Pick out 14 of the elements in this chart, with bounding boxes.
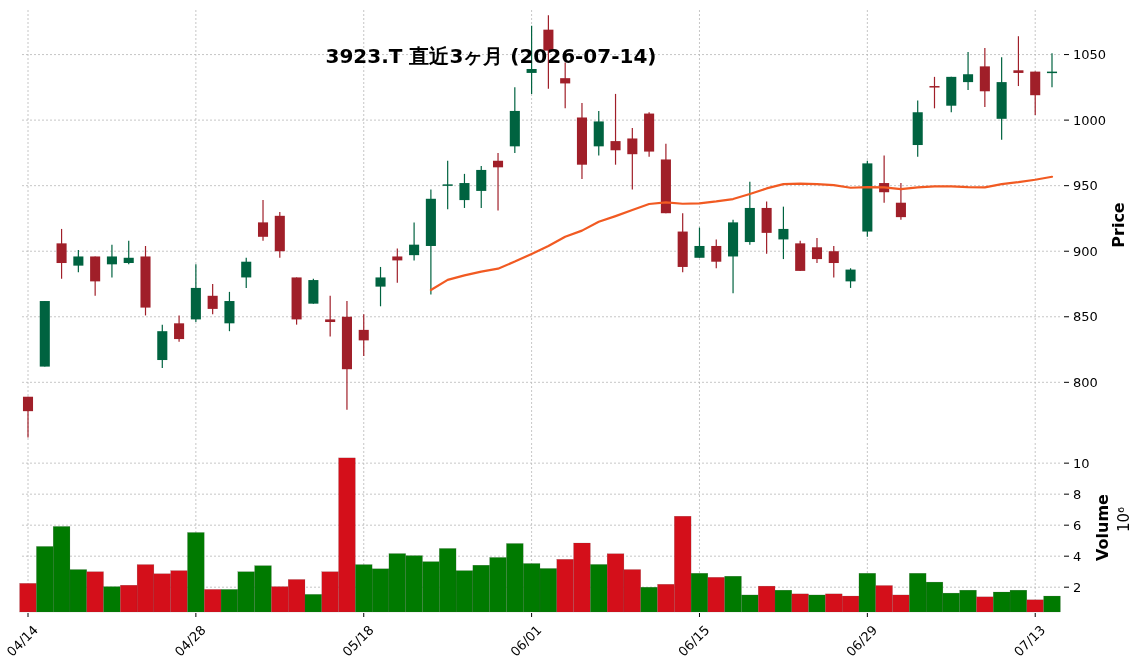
ylabel: Price bbox=[1108, 202, 1128, 248]
ytick: 1000 bbox=[1073, 112, 1107, 128]
ytick: 6 bbox=[1073, 517, 1082, 533]
ytick: 4 bbox=[1073, 548, 1082, 564]
ytick: 10 bbox=[1073, 455, 1090, 471]
ytick: 2 bbox=[1073, 579, 1082, 595]
annotation: 10⁶ bbox=[1115, 506, 1133, 533]
ytick: 800 bbox=[1073, 374, 1098, 390]
ytick: 8 bbox=[1073, 486, 1082, 502]
ytick: 1050 bbox=[1073, 47, 1107, 63]
ytick: 950 bbox=[1073, 178, 1098, 194]
ylabel: Volume bbox=[1092, 494, 1112, 561]
ytick: 900 bbox=[1073, 243, 1098, 259]
ytick: 850 bbox=[1073, 309, 1098, 325]
